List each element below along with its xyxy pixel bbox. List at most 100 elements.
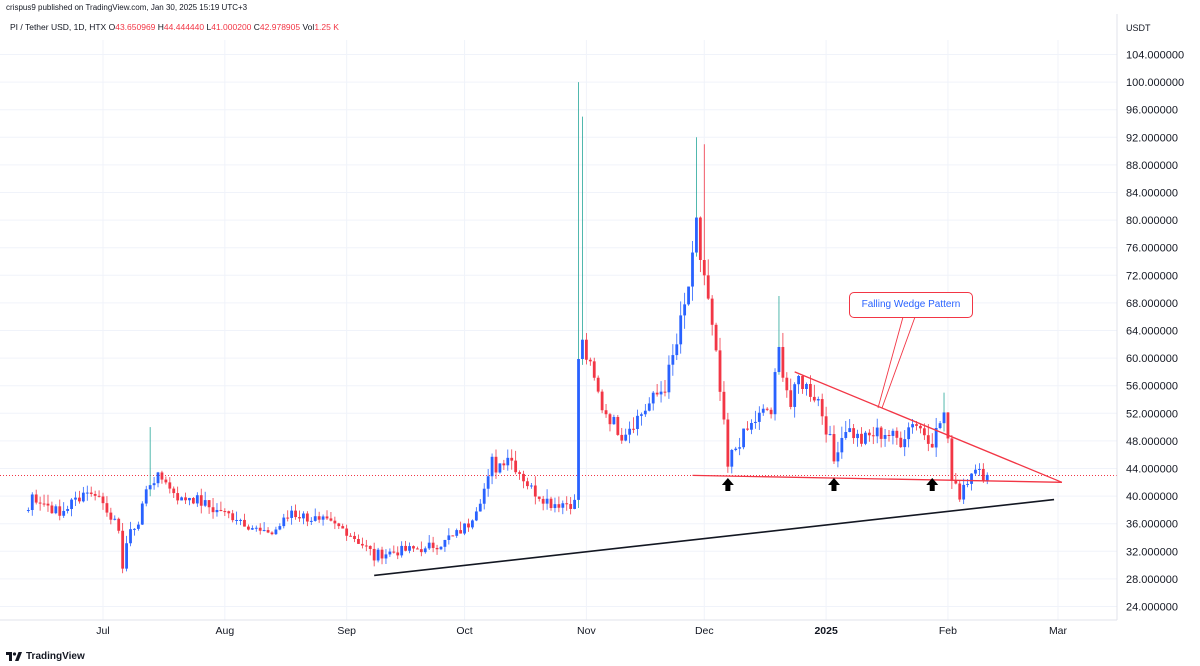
low-label: L [206, 22, 212, 32]
candle-body [569, 504, 573, 509]
candle-body [659, 391, 663, 395]
candle-body [809, 384, 812, 397]
falling-wedge-annotation[interactable]: Falling Wedge Pattern [849, 292, 973, 318]
candle-body [962, 484, 966, 500]
candle-body [400, 545, 404, 556]
candle-body [985, 474, 989, 481]
candle-body [836, 452, 840, 462]
candle-body [325, 516, 329, 519]
candle-body [541, 498, 545, 504]
candle-body [577, 359, 580, 500]
candle-body [691, 252, 694, 287]
candle-body [879, 427, 883, 439]
price-tick-label: 56.000000 [1126, 381, 1178, 393]
candle-body [974, 469, 977, 474]
candle-body [129, 529, 132, 544]
ohlc-legend: PI / Tether USD, 1D, HTX O43.650969 H44.… [10, 22, 339, 32]
candle-body [349, 535, 352, 537]
candle-body [70, 499, 73, 510]
trendline-wedge-upper[interactable] [794, 371, 1063, 483]
price-tick-label: 44.000000 [1126, 464, 1178, 476]
candle-body [608, 414, 612, 425]
candle-body [471, 520, 474, 528]
price-tick-label: 76.000000 [1126, 243, 1178, 255]
trendline-wedge-lower[interactable] [692, 474, 1062, 483]
candle-body [341, 526, 345, 529]
candle-body [447, 535, 451, 540]
candle-body [761, 408, 765, 413]
candle-body [78, 497, 81, 502]
candle-body [435, 547, 439, 550]
candle-body [687, 286, 690, 305]
candle-body [144, 489, 148, 504]
candle-body [423, 548, 427, 553]
candle-body [38, 502, 42, 504]
candle-body [46, 503, 50, 506]
candle-body [565, 503, 569, 505]
candle-body [844, 432, 848, 438]
candle-body [518, 472, 521, 474]
candle-body [467, 523, 470, 528]
candle-body [640, 414, 643, 416]
candle-body [793, 384, 797, 407]
candle-body [852, 428, 856, 439]
candle-body [757, 412, 761, 422]
candle-body [160, 472, 164, 480]
volume-label: Vol [302, 22, 315, 32]
candle-body [537, 496, 541, 499]
candles [26, 82, 989, 574]
candle-body [860, 433, 863, 444]
candle-body [573, 499, 576, 509]
up-arrow-icon [926, 478, 939, 491]
candle-body [820, 399, 824, 417]
candle-body [875, 427, 879, 437]
footer-brand: TradingView [26, 651, 85, 662]
candle-body [298, 517, 301, 519]
candle-body [152, 483, 156, 486]
candle-body [738, 447, 742, 449]
candle-body [950, 438, 954, 481]
price-tick-label: 96.000000 [1126, 105, 1178, 117]
candle-body [34, 494, 38, 503]
candle-body [74, 497, 77, 500]
candle-body [290, 510, 294, 518]
candle-body [223, 511, 227, 513]
time-tick-label: Sep [337, 625, 356, 637]
price-tick-label: 84.000000 [1126, 188, 1178, 200]
candle-body [333, 520, 337, 524]
candle-body [478, 503, 482, 512]
candle-body [408, 546, 411, 551]
candle-body [455, 530, 459, 536]
candle-body [384, 554, 388, 559]
candle-body [522, 473, 525, 482]
candle-body [282, 517, 286, 527]
candle-body [769, 409, 773, 415]
candle-body [581, 339, 584, 360]
trendline-support[interactable] [374, 498, 1055, 577]
candle-body [903, 439, 907, 448]
candle-body [679, 315, 683, 345]
candle-body [624, 434, 628, 441]
time-axis: Jul Aug Sep Oct Nov Dec 2025 Feb Mar [0, 619, 1117, 637]
candle-body [239, 519, 242, 521]
candle-body [337, 523, 341, 527]
candle-body [954, 480, 958, 484]
candle-body [970, 473, 973, 484]
low-value: 41.000200 [211, 22, 252, 32]
price-tick-label: 24.000000 [1126, 602, 1178, 614]
candle-body [443, 539, 447, 547]
candle-body [345, 528, 349, 536]
candle-body [514, 460, 518, 473]
candle-body [317, 516, 321, 520]
price-tick-label: 68.000000 [1126, 298, 1178, 310]
candle-body [506, 457, 510, 466]
candle-body [199, 495, 203, 506]
candle-body [946, 412, 950, 439]
tradingview-footer: TradingView [6, 651, 85, 662]
price-tick-label: 40.000000 [1126, 491, 1178, 503]
candle-body [101, 496, 105, 504]
candle-body [89, 492, 93, 494]
volume-value: 1.25 K [314, 22, 339, 32]
candle-body [632, 428, 635, 430]
